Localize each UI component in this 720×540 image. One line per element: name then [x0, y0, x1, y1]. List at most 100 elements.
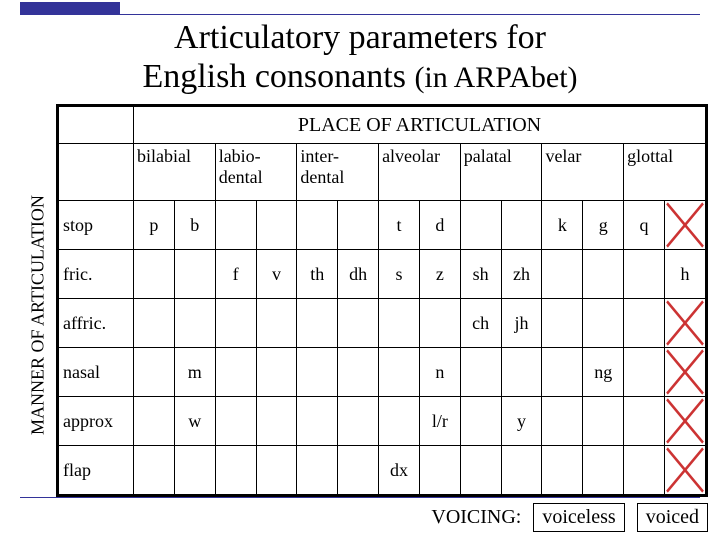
consonant-cell: h — [664, 250, 705, 299]
place-column-palatal: palatal — [460, 144, 542, 201]
consonant-cell — [460, 348, 501, 397]
voicing-voiceless: voiceless — [533, 503, 624, 532]
footer-rule — [20, 497, 700, 498]
consonant-cell — [460, 201, 501, 250]
consonant-cell: w — [174, 397, 215, 446]
table-row: fric. fvthdhszshzh h — [59, 250, 706, 299]
consonant-cell — [338, 397, 379, 446]
consonant-cell — [215, 299, 256, 348]
consonant-cell: v — [256, 250, 297, 299]
consonant-cell — [338, 446, 379, 495]
manner-label-affric: affric. — [59, 299, 134, 348]
consonant-cell: ch — [460, 299, 501, 348]
column-header-row: bilabiallabio-dentalinter-dentalalveolar… — [59, 144, 706, 201]
manner-label-fric: fric. — [59, 250, 134, 299]
place-axis-label: PLACE OF ARTICULATION — [134, 107, 706, 144]
consonant-cell — [501, 348, 542, 397]
consonant-cell — [664, 299, 705, 348]
consonant-cell — [624, 299, 665, 348]
table-row: flap dx — [59, 446, 706, 495]
consonant-cell — [624, 446, 665, 495]
consonant-cell — [664, 397, 705, 446]
consonant-cell — [134, 348, 175, 397]
consonant-cell: th — [297, 250, 338, 299]
consonant-cell: f — [215, 250, 256, 299]
consonant-cell — [174, 299, 215, 348]
consonant-cell — [134, 250, 175, 299]
consonant-cell — [542, 397, 583, 446]
consonant-cell: l/r — [419, 397, 460, 446]
consonant-cell — [624, 348, 665, 397]
consonant-table: PLACE OF ARTICULATION bilabiallabio-dent… — [58, 106, 706, 495]
consonant-cell — [624, 250, 665, 299]
consonant-cell — [460, 446, 501, 495]
voicing-label: VOICING: — [431, 506, 521, 529]
table-row: stoppbtdkgq — [59, 201, 706, 250]
manner-header-cell — [59, 144, 134, 201]
consonant-cell — [664, 201, 705, 250]
consonant-cell — [174, 446, 215, 495]
consonant-cell — [338, 348, 379, 397]
consonant-cell: k — [542, 201, 583, 250]
consonant-cell — [664, 348, 705, 397]
consonant-cell — [297, 201, 338, 250]
consonant-cell — [256, 299, 297, 348]
consonant-cell: dx — [379, 446, 420, 495]
consonant-cell — [542, 348, 583, 397]
consonant-cell — [297, 348, 338, 397]
consonant-cell — [501, 201, 542, 250]
consonant-cell — [583, 299, 624, 348]
consonant-cell — [379, 348, 420, 397]
page-title: Articulatory parameters for English cons… — [0, 18, 720, 96]
consonant-cell — [134, 299, 175, 348]
consonant-cell — [583, 397, 624, 446]
consonant-cell — [297, 446, 338, 495]
consonant-cell: y — [501, 397, 542, 446]
table-row: affric. chjh — [59, 299, 706, 348]
consonant-cell: jh — [501, 299, 542, 348]
consonant-cell: n — [419, 348, 460, 397]
consonant-cell — [542, 250, 583, 299]
consonant-cell: s — [379, 250, 420, 299]
consonant-cell — [460, 397, 501, 446]
table-row: nasalmnng — [59, 348, 706, 397]
manner-axis-label: MANNER OF ARTICULATION — [24, 140, 52, 490]
place-column-bilabial: bilabial — [134, 144, 216, 201]
place-column-alveolar: alveolar — [379, 144, 461, 201]
place-column-glottal: glottal — [624, 144, 706, 201]
consonant-cell: sh — [460, 250, 501, 299]
consonant-cell: z — [419, 250, 460, 299]
consonant-cell — [583, 250, 624, 299]
header-rule — [20, 14, 700, 15]
consonant-cell: dh — [338, 250, 379, 299]
consonant-cell: q — [624, 201, 665, 250]
title-line-2a: English consonants — [142, 58, 414, 95]
consonant-cell — [256, 397, 297, 446]
consonant-cell — [379, 299, 420, 348]
consonant-cell — [583, 446, 624, 495]
consonant-cell — [297, 299, 338, 348]
consonant-cell — [419, 446, 460, 495]
consonant-cell — [215, 397, 256, 446]
place-column-labiodental: labio-dental — [215, 144, 297, 201]
place-column-velar: velar — [542, 144, 624, 201]
title-line-2b: (in ARPAbet) — [414, 61, 577, 94]
consonant-cell: zh — [501, 250, 542, 299]
consonant-cell — [624, 397, 665, 446]
consonant-cell — [419, 299, 460, 348]
manner-label-nasal: nasal — [59, 348, 134, 397]
corner-cell — [59, 107, 134, 144]
consonant-cell — [256, 446, 297, 495]
consonant-cell — [542, 446, 583, 495]
manner-label-flap: flap — [59, 446, 134, 495]
consonant-cell — [256, 201, 297, 250]
consonant-cell — [338, 201, 379, 250]
place-header-row: PLACE OF ARTICULATION — [59, 107, 706, 144]
voicing-legend: VOICING: voiceless voiced — [431, 503, 708, 532]
consonant-cell — [297, 397, 338, 446]
consonant-cell — [379, 397, 420, 446]
consonant-cell — [256, 348, 297, 397]
header-accent — [20, 2, 120, 14]
consonant-cell — [134, 397, 175, 446]
consonant-cell: p — [134, 201, 175, 250]
